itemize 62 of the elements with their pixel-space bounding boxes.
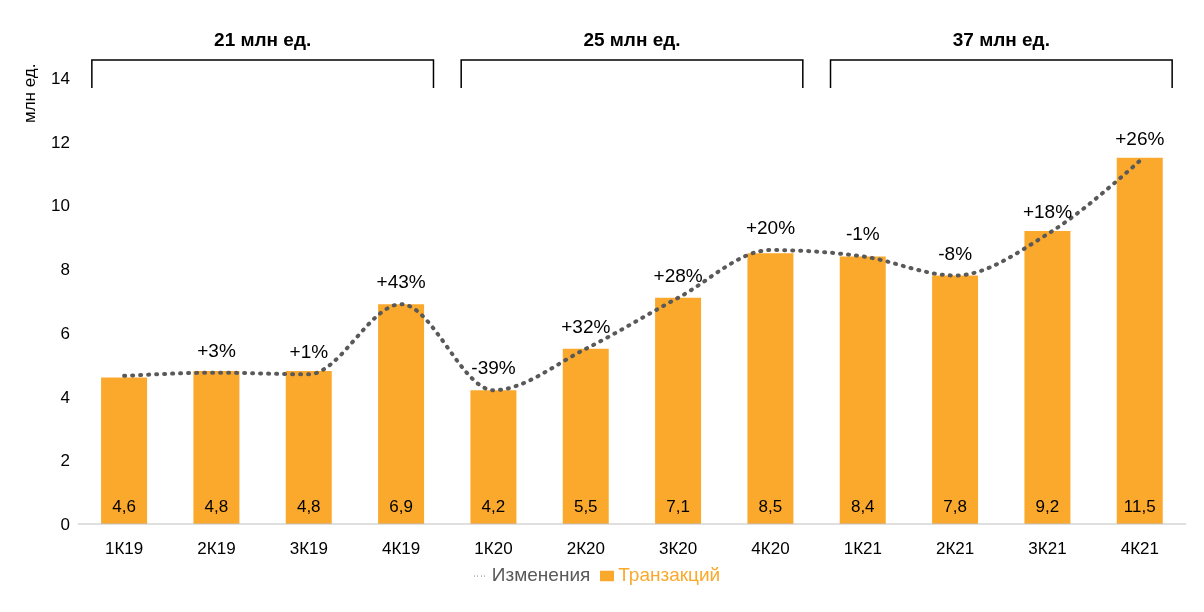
annotation: -1% (845, 223, 880, 245)
y-tick-label: 6 (60, 323, 70, 343)
annotation: +28% (653, 264, 703, 286)
annotation: +1% (289, 341, 329, 363)
y-tick-label: 0 (60, 515, 70, 535)
x-tick-label: 4К20 (751, 539, 790, 559)
data-label: 9,2 (1035, 497, 1060, 516)
legend-label: Изменения (491, 564, 591, 585)
x-tick-label: 1К21 (843, 539, 882, 559)
x-tick-label: 3К21 (1028, 539, 1067, 559)
x-tick-label: 3К20 (659, 539, 698, 559)
legend-label: Транзакций (618, 564, 721, 585)
x-tick-label: 1К19 (105, 539, 144, 559)
bar (562, 348, 609, 524)
text: 25 млн ед. (583, 29, 681, 50)
data-label: 4,8 (204, 497, 229, 516)
bar (193, 371, 240, 524)
bar (101, 377, 148, 524)
x-tick-label: 2К20 (566, 539, 605, 559)
y-tick-label: 4 (60, 387, 70, 407)
bar (747, 253, 794, 524)
y-tick-label: 2 (60, 451, 70, 471)
x-tick-label: 2К19 (197, 539, 236, 559)
bar (470, 390, 517, 524)
x-tick-label: 3К19 (289, 539, 328, 559)
data-label: 4,6 (112, 497, 136, 516)
y-tick-label: 12 (51, 132, 70, 152)
text: 37 млн ед. (952, 29, 1050, 50)
text: 21 млн ед. (214, 29, 312, 50)
annotation: +18% (1022, 201, 1073, 223)
data-label: 4,2 (481, 497, 506, 516)
annotation: +32% (561, 315, 611, 337)
annotation: +20% (745, 217, 796, 239)
line-series (122, 158, 1142, 393)
annotation: +3% (197, 339, 236, 361)
data-label: 4,8 (296, 497, 321, 516)
x-tick-label: 2К21 (936, 539, 975, 559)
y-axis-title: млн ед. (20, 63, 40, 123)
annotation: +26% (1115, 127, 1165, 149)
y-tick-label: 14 (51, 69, 70, 89)
y-tick-label: 8 (60, 260, 70, 280)
y-tick-label: 10 (51, 196, 70, 216)
x-tick-label: 4К21 (1120, 539, 1159, 559)
data-label: 7,1 (666, 497, 690, 516)
bar (655, 297, 702, 524)
bar (1116, 157, 1163, 524)
annotation: +43% (376, 271, 426, 293)
bar (839, 256, 886, 524)
bar (932, 275, 979, 524)
annotation: -39% (471, 357, 516, 379)
data-label: 6,9 (389, 497, 413, 516)
bar (285, 371, 332, 524)
data-label: 8,5 (758, 497, 783, 516)
data-label: 11,5 (1123, 497, 1156, 516)
bar (1024, 230, 1071, 524)
data-label: 8,4 (850, 497, 875, 516)
bar (378, 304, 425, 524)
data-label: 5,5 (573, 497, 598, 516)
data-label: 7,8 (943, 497, 967, 516)
annotation: -8% (938, 242, 973, 264)
x-tick-label: 4К19 (382, 539, 421, 559)
x-tick-label: 1К20 (474, 539, 513, 559)
